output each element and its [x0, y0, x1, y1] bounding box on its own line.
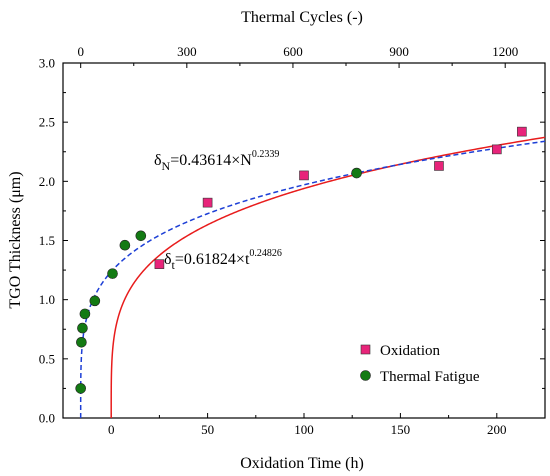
oxidation-point [517, 126, 527, 137]
thermal-fatigue-point [351, 167, 362, 179]
x-tick-label: 100 [294, 422, 314, 437]
x2-axis-title: Thermal Cycles (-) [241, 9, 363, 26]
x-tick-label: 0 [108, 422, 115, 437]
y-tick-label: 2.0 [39, 174, 55, 189]
thermal-fatigue-point [75, 383, 86, 394]
thermal-fatigue-point [76, 336, 87, 348]
legend-label-thermal-fatigue: Thermal Fatigue [380, 369, 480, 385]
y-tick-label: 0.5 [39, 351, 55, 366]
y-tick-label: 1.0 [39, 292, 55, 307]
x-tick-label: 200 [487, 422, 507, 437]
thermal-fatigue-point [79, 308, 91, 320]
oxidation-point [299, 170, 309, 181]
plot-frame [62, 62, 546, 419]
fit-curves [79, 136, 546, 418]
y-axis-title: TGO Thickness (μm) [7, 171, 24, 308]
x-tick-label: 150 [391, 422, 411, 437]
fit-label-thermal-cycles: δN=0.43614×N0.2339 [154, 149, 279, 173]
oxidation-point [154, 259, 165, 269]
y-tick-label: 1.5 [39, 233, 55, 248]
legend: Oxidation Thermal Fatigue [360, 343, 480, 385]
y-tick-label: 0.0 [39, 411, 55, 426]
y-tick-label: 3.0 [39, 56, 55, 71]
fit-label-oxidation-time: δt=0.61824×t0.24826 [164, 248, 282, 272]
fit-curve-0 [110, 136, 546, 418]
oxidation-point [491, 144, 502, 155]
legend-marker-oxidation [360, 344, 371, 355]
oxidation-point [434, 161, 444, 171]
x2-tick-label: 300 [177, 44, 197, 59]
data-markers [75, 126, 527, 394]
x-axis-title: Oxidation Time (h) [240, 455, 364, 472]
thermal-fatigue-point [89, 295, 101, 307]
y-tick-label: 2.5 [39, 115, 55, 130]
legend-label-oxidation: Oxidation [380, 343, 440, 359]
thermal-fatigue-point [77, 322, 88, 334]
x-tick-label: 50 [201, 422, 214, 437]
x2-tick-label: 900 [389, 44, 409, 59]
axis-ticks: 0 50 100 150 200 0 300 600 900 1200 0.0 0.5 1.0 1.5 2.… [39, 44, 546, 437]
thermal-fatigue-point [107, 268, 118, 279]
legend-marker-thermal-fatigue [360, 370, 371, 381]
thermal-fatigue-point [135, 230, 147, 242]
x2-tick-label: 0 [77, 44, 84, 59]
x2-tick-label: 600 [283, 44, 303, 59]
thermal-fatigue-point [119, 239, 131, 251]
x2-tick-label: 1200 [492, 44, 518, 59]
oxidation-point [202, 197, 213, 208]
plot-area-border [62, 62, 546, 419]
